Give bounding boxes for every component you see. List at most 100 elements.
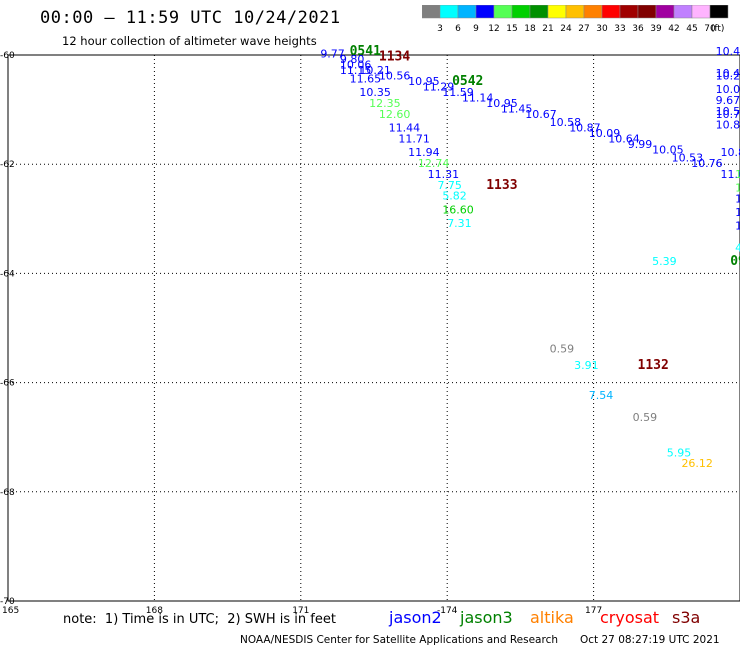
- wave-height-label: 10.86: [716, 119, 740, 132]
- footer-credit: NOAA/NESDIS Center for Satellite Applica…: [240, 634, 558, 646]
- colorbar-label: 12: [488, 24, 499, 34]
- legend-cryosat: cryosat: [600, 608, 660, 627]
- wave-height-label: 11.71: [398, 132, 430, 145]
- colorbar-swatch: [709, 5, 729, 19]
- wave-height-label: 7.31: [447, 217, 472, 230]
- y-tick-label: -66: [0, 379, 15, 389]
- wave-height-label: 26.12: [681, 457, 713, 470]
- colorbar-label: 6: [455, 24, 461, 34]
- wave-height-label: 7.75: [437, 179, 462, 192]
- wave-height-label: 11: [735, 220, 740, 233]
- wave-height-label: 11: [735, 192, 740, 205]
- wave-height-label: 10.58: [550, 116, 582, 129]
- wave-height-label: 9.77: [320, 48, 345, 61]
- wave-height-label: 10.42: [716, 45, 740, 58]
- wave-height-label: 11.45: [501, 102, 533, 115]
- wave-height-label: 11.31: [428, 168, 460, 181]
- colorbar-label: 27: [578, 24, 589, 34]
- page-title: 00:00 – 11:59 UTC 10/24/2021: [40, 8, 341, 28]
- wave-height-label: 11.59: [442, 86, 474, 99]
- y-tick-label: -60: [0, 51, 15, 61]
- wave-height-label: 5.39: [652, 255, 677, 268]
- wave-height-label: 7.54: [589, 389, 614, 402]
- y-tick-label: -70: [0, 597, 15, 607]
- x-tick-label: 171: [292, 606, 309, 616]
- wave-height-label: 12.60: [379, 108, 411, 121]
- page-subtitle: 12 hour collection of altimeter wave hei…: [62, 34, 317, 48]
- wave-height-label: 0.59: [633, 411, 658, 424]
- wave-height-label: 10.67: [525, 108, 557, 121]
- x-tick-label: 165: [2, 606, 19, 616]
- colorbar-label: 15: [506, 24, 517, 34]
- colorbar-unit: (ft): [711, 24, 725, 34]
- wave-height-label: 10.48: [716, 67, 740, 80]
- x-tick-label: 168: [146, 606, 163, 616]
- wave-height-label: 12.35: [369, 97, 401, 110]
- legend-s3a: s3a: [672, 608, 701, 627]
- pass-time-label: 1134: [379, 49, 410, 64]
- plot-frame: [7, 54, 740, 602]
- wave-height-label: 12: [735, 168, 740, 181]
- wave-height-label: 11.94: [408, 146, 440, 159]
- wave-height-label: 11.65: [350, 72, 382, 85]
- y-tick-label: -68: [0, 488, 15, 498]
- wave-height-label: 9.80: [340, 53, 365, 66]
- wave-height-label: 10.09: [589, 127, 621, 140]
- legend-jason3: jason3: [460, 608, 513, 627]
- pass-time-label: 0541: [350, 44, 381, 59]
- pass-time-label: 0542: [452, 74, 483, 89]
- wave-height-label: 11.44: [389, 121, 421, 134]
- wave-height-label: 10.76: [691, 157, 723, 170]
- wave-height-label: 5.82: [442, 190, 467, 203]
- y-tick-label: -62: [0, 160, 15, 170]
- colorbar-label: 45: [686, 24, 697, 34]
- colorbar-label: 42: [668, 24, 679, 34]
- wave-height-label: 5.95: [667, 446, 692, 459]
- x-tick-label: -174: [437, 606, 458, 616]
- pass-time-label: 1133: [486, 178, 517, 193]
- wave-height-label: 10.87: [569, 121, 601, 134]
- wave-height-label: 11: [735, 206, 740, 219]
- wave-height-label: 10.05: [716, 83, 740, 96]
- wave-height-label: 11.29: [423, 80, 455, 93]
- color-scale-legend: 3 6 9 12 15 18 21 24 27 30 33 36 39 42 45 70(ft): [422, 5, 729, 34]
- y-tick-label: -64: [0, 269, 15, 279]
- wave-height-label: 10.95: [408, 75, 440, 88]
- wave-height-label: 10.21: [359, 64, 391, 77]
- footer-timestamp: Oct 27 08:27:19 UTC 2021: [580, 634, 720, 646]
- pass-time-label: 1132: [638, 358, 669, 373]
- wave-height-label: 9.99: [628, 138, 653, 151]
- wave-height-label: 11.14: [462, 91, 494, 104]
- wave-height-label: 9.67: [716, 94, 740, 107]
- legend-jason2: jason2: [389, 608, 442, 627]
- x-tick-label: 177: [585, 606, 602, 616]
- wave-height-label: 4.41: [735, 242, 740, 255]
- colorbar-label: 18: [524, 24, 536, 34]
- colorbar-label: 36: [632, 24, 644, 34]
- wave-height-label: 3.91: [574, 359, 599, 372]
- wave-height-label: 10.95: [486, 97, 518, 110]
- colorbar-label: 39: [650, 24, 662, 34]
- colorbar-label: 70: [704, 24, 716, 34]
- wave-height-label: 10.06: [340, 59, 372, 72]
- colorbar-label: 21: [542, 24, 553, 34]
- wave-height-label: 12: [735, 182, 740, 195]
- wave-height-label: 10.56: [379, 70, 411, 83]
- wave-height-label: 10.05: [652, 143, 684, 156]
- colorbar-label: 33: [614, 24, 625, 34]
- legend-altika: altika: [530, 608, 574, 627]
- wave-height-label: 0.59: [550, 343, 575, 356]
- wave-height-label: 10.83: [720, 146, 740, 159]
- wave-height-label: 10.53: [672, 151, 704, 164]
- colorbar-label: 9: [473, 24, 479, 34]
- colorbar-label: 3: [437, 24, 443, 34]
- colorbar-label: 24: [560, 24, 572, 34]
- footer-note: note: 1) Time is in UTC; 2) SWH is in fe…: [63, 612, 336, 627]
- wave-height-label: 10.35: [359, 86, 391, 99]
- pass-time-label: 0935: [730, 254, 740, 269]
- wave-height-label: 10.59: [716, 105, 740, 118]
- wave-height-label: 10.28: [716, 70, 740, 83]
- wave-height-label: 10.64: [608, 132, 640, 145]
- wave-height-label: 10.70: [716, 108, 740, 121]
